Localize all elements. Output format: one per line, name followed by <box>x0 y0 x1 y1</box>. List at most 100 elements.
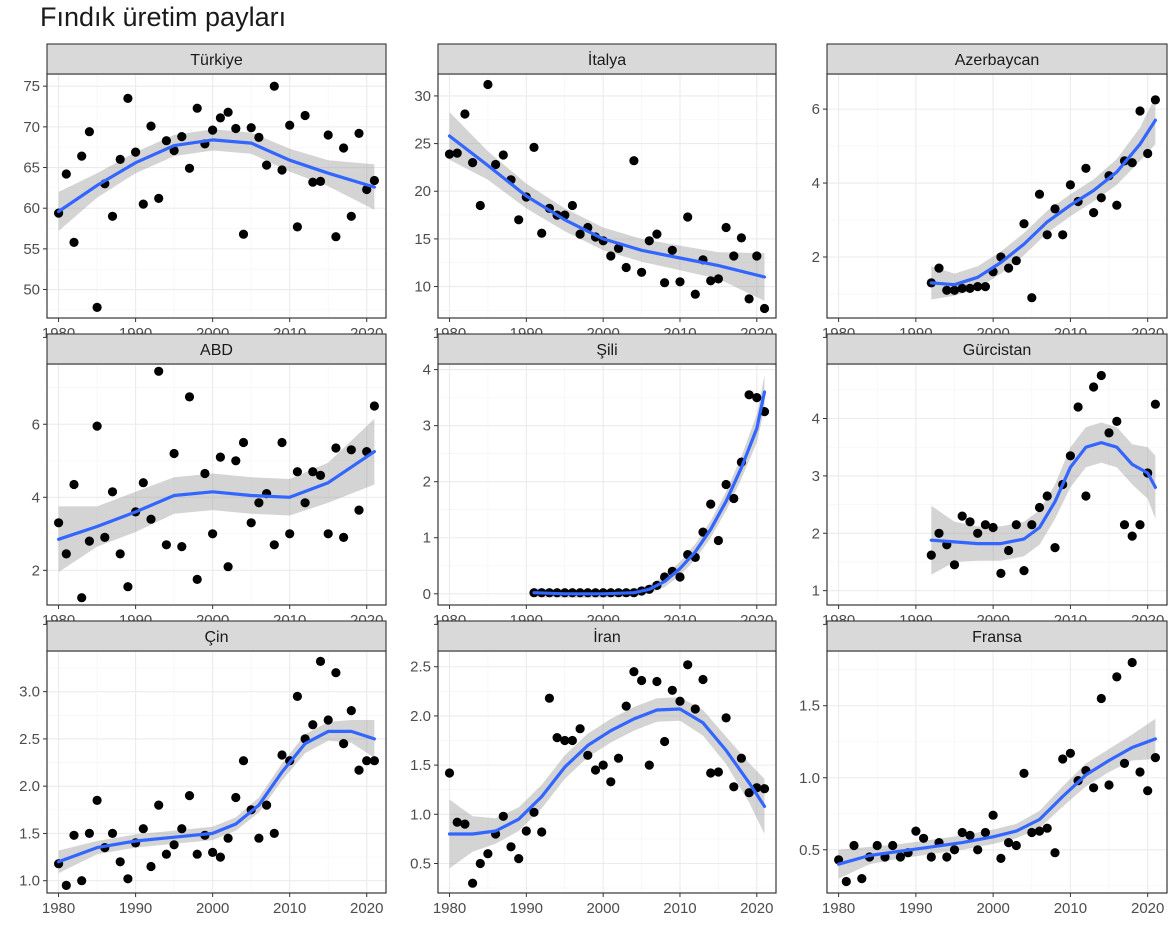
data-point <box>491 159 501 170</box>
x-tick-label: 1990 <box>899 900 932 917</box>
y-tick-label: 4 <box>812 175 820 192</box>
data-point <box>483 849 493 859</box>
data-point <box>1019 219 1029 229</box>
data-point <box>942 852 952 862</box>
confidence-band <box>838 718 1156 879</box>
data-point <box>262 160 272 170</box>
data-point <box>744 390 754 400</box>
data-point <box>567 735 578 746</box>
data-point <box>131 147 141 157</box>
data-point <box>107 828 118 839</box>
data-point <box>215 113 225 123</box>
data-point <box>857 874 867 884</box>
data-point <box>231 123 241 134</box>
data-point <box>362 756 372 766</box>
data-point <box>919 833 929 843</box>
data-point <box>169 448 179 459</box>
data-point <box>644 760 654 770</box>
data-point <box>1104 428 1114 438</box>
data-point <box>637 675 647 686</box>
data-point <box>629 156 639 166</box>
y-tick-label: 3.0 <box>19 684 40 701</box>
data-point <box>949 560 960 570</box>
facet-strip-label: Çin <box>204 629 228 646</box>
y-tick-label: 70 <box>23 119 40 136</box>
data-point <box>292 691 302 702</box>
y-tick-label: 2 <box>812 525 820 542</box>
facet-strip-label: Azerbaycan <box>955 52 1040 69</box>
data-point <box>452 148 462 158</box>
data-point <box>192 103 202 113</box>
data-point <box>1089 382 1099 392</box>
panel-6: Gürcistan123419801990200020102020 <box>812 333 1168 629</box>
data-point <box>154 193 164 203</box>
data-point <box>354 505 364 515</box>
data-point <box>331 443 341 453</box>
data-point <box>69 830 79 840</box>
data-point <box>560 735 570 746</box>
data-point <box>468 878 478 888</box>
facet-strip-label: Gürcistan <box>963 342 1031 359</box>
data-point <box>1027 520 1037 530</box>
data-point <box>84 127 94 137</box>
data-point <box>123 874 133 884</box>
data-point <box>138 478 148 488</box>
data-point <box>744 294 754 304</box>
data-point <box>115 154 125 164</box>
data-point <box>346 445 356 455</box>
data-point <box>1127 158 1137 168</box>
facet-strip-label: Fransa <box>972 629 1022 646</box>
data-point <box>1004 263 1014 273</box>
data-point <box>292 467 302 477</box>
data-point <box>537 228 547 238</box>
data-point <box>444 768 455 778</box>
data-point <box>721 713 731 723</box>
data-point <box>369 756 379 766</box>
data-point <box>1027 827 1037 838</box>
data-point <box>965 283 975 293</box>
y-tick-label: 1 <box>812 583 820 600</box>
facet-strip-label: ABD <box>200 342 233 359</box>
smooth-trend-line <box>929 441 1157 546</box>
y-tick-label: 65 <box>23 160 40 177</box>
data-point <box>369 175 379 186</box>
smooth-trend-line <box>57 729 376 864</box>
facet-strip-label: Şili <box>596 342 617 359</box>
data-point <box>269 540 279 550</box>
facet-strip <box>437 43 777 75</box>
data-point <box>583 750 593 760</box>
data-point <box>231 792 241 803</box>
panel-3: Azerbaycan24619801990200020102020 <box>812 43 1168 342</box>
data-point <box>1019 768 1029 779</box>
panel-background <box>826 363 1168 606</box>
data-point <box>988 810 998 820</box>
data-point <box>1050 204 1060 214</box>
data-point <box>138 199 148 209</box>
data-point <box>84 828 94 839</box>
data-point <box>161 540 171 550</box>
data-point <box>1034 502 1045 513</box>
data-point <box>339 739 349 749</box>
data-point <box>567 200 578 211</box>
data-point <box>61 169 71 179</box>
confidence-band <box>58 720 375 874</box>
data-point <box>215 452 225 462</box>
data-point <box>552 733 562 743</box>
data-point <box>498 811 508 821</box>
data-point <box>200 468 210 479</box>
data-point <box>1050 543 1060 553</box>
y-tick-label: 75 <box>23 78 40 95</box>
data-point <box>957 827 967 838</box>
data-point <box>713 274 724 284</box>
y-tick-label: 1.5 <box>410 757 431 774</box>
data-point <box>1042 823 1052 833</box>
y-tick-label: 1 <box>423 530 431 547</box>
data-point <box>729 493 739 504</box>
y-tick-label: 1.0 <box>19 873 40 890</box>
data-point <box>1058 230 1068 240</box>
smooth-trend-line <box>929 118 1157 287</box>
data-point <box>146 861 156 872</box>
data-point <box>1011 520 1021 530</box>
y-tick-label: 2 <box>32 562 40 579</box>
data-point <box>1096 370 1106 381</box>
